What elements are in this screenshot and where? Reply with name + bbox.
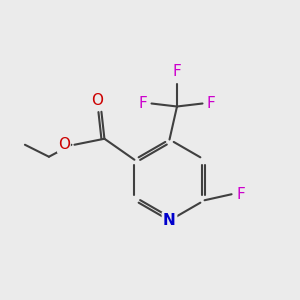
Text: O: O — [91, 93, 103, 108]
Text: N: N — [163, 213, 176, 228]
Text: F: F — [207, 96, 216, 111]
Text: F: F — [138, 96, 147, 111]
Text: O: O — [58, 137, 70, 152]
Text: F: F — [172, 64, 182, 80]
Text: F: F — [236, 187, 245, 202]
